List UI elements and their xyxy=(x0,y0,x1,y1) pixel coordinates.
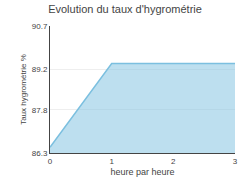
svg-text:Evolution du taux d'hygrométri: Evolution du taux d'hygrométrie xyxy=(48,3,202,15)
svg-text:89.2: 89.2 xyxy=(32,65,48,74)
svg-text:90.7: 90.7 xyxy=(32,22,48,31)
svg-text:heure par heure: heure par heure xyxy=(110,167,174,177)
svg-text:2: 2 xyxy=(171,157,176,166)
svg-text:3: 3 xyxy=(233,157,238,166)
svg-text:1: 1 xyxy=(109,157,114,166)
svg-text:87.8: 87.8 xyxy=(32,106,48,115)
svg-text:0: 0 xyxy=(48,157,53,166)
svg-text:Taux hygrométrie %: Taux hygrométrie % xyxy=(19,54,28,125)
svg-text:86.3: 86.3 xyxy=(32,149,48,158)
